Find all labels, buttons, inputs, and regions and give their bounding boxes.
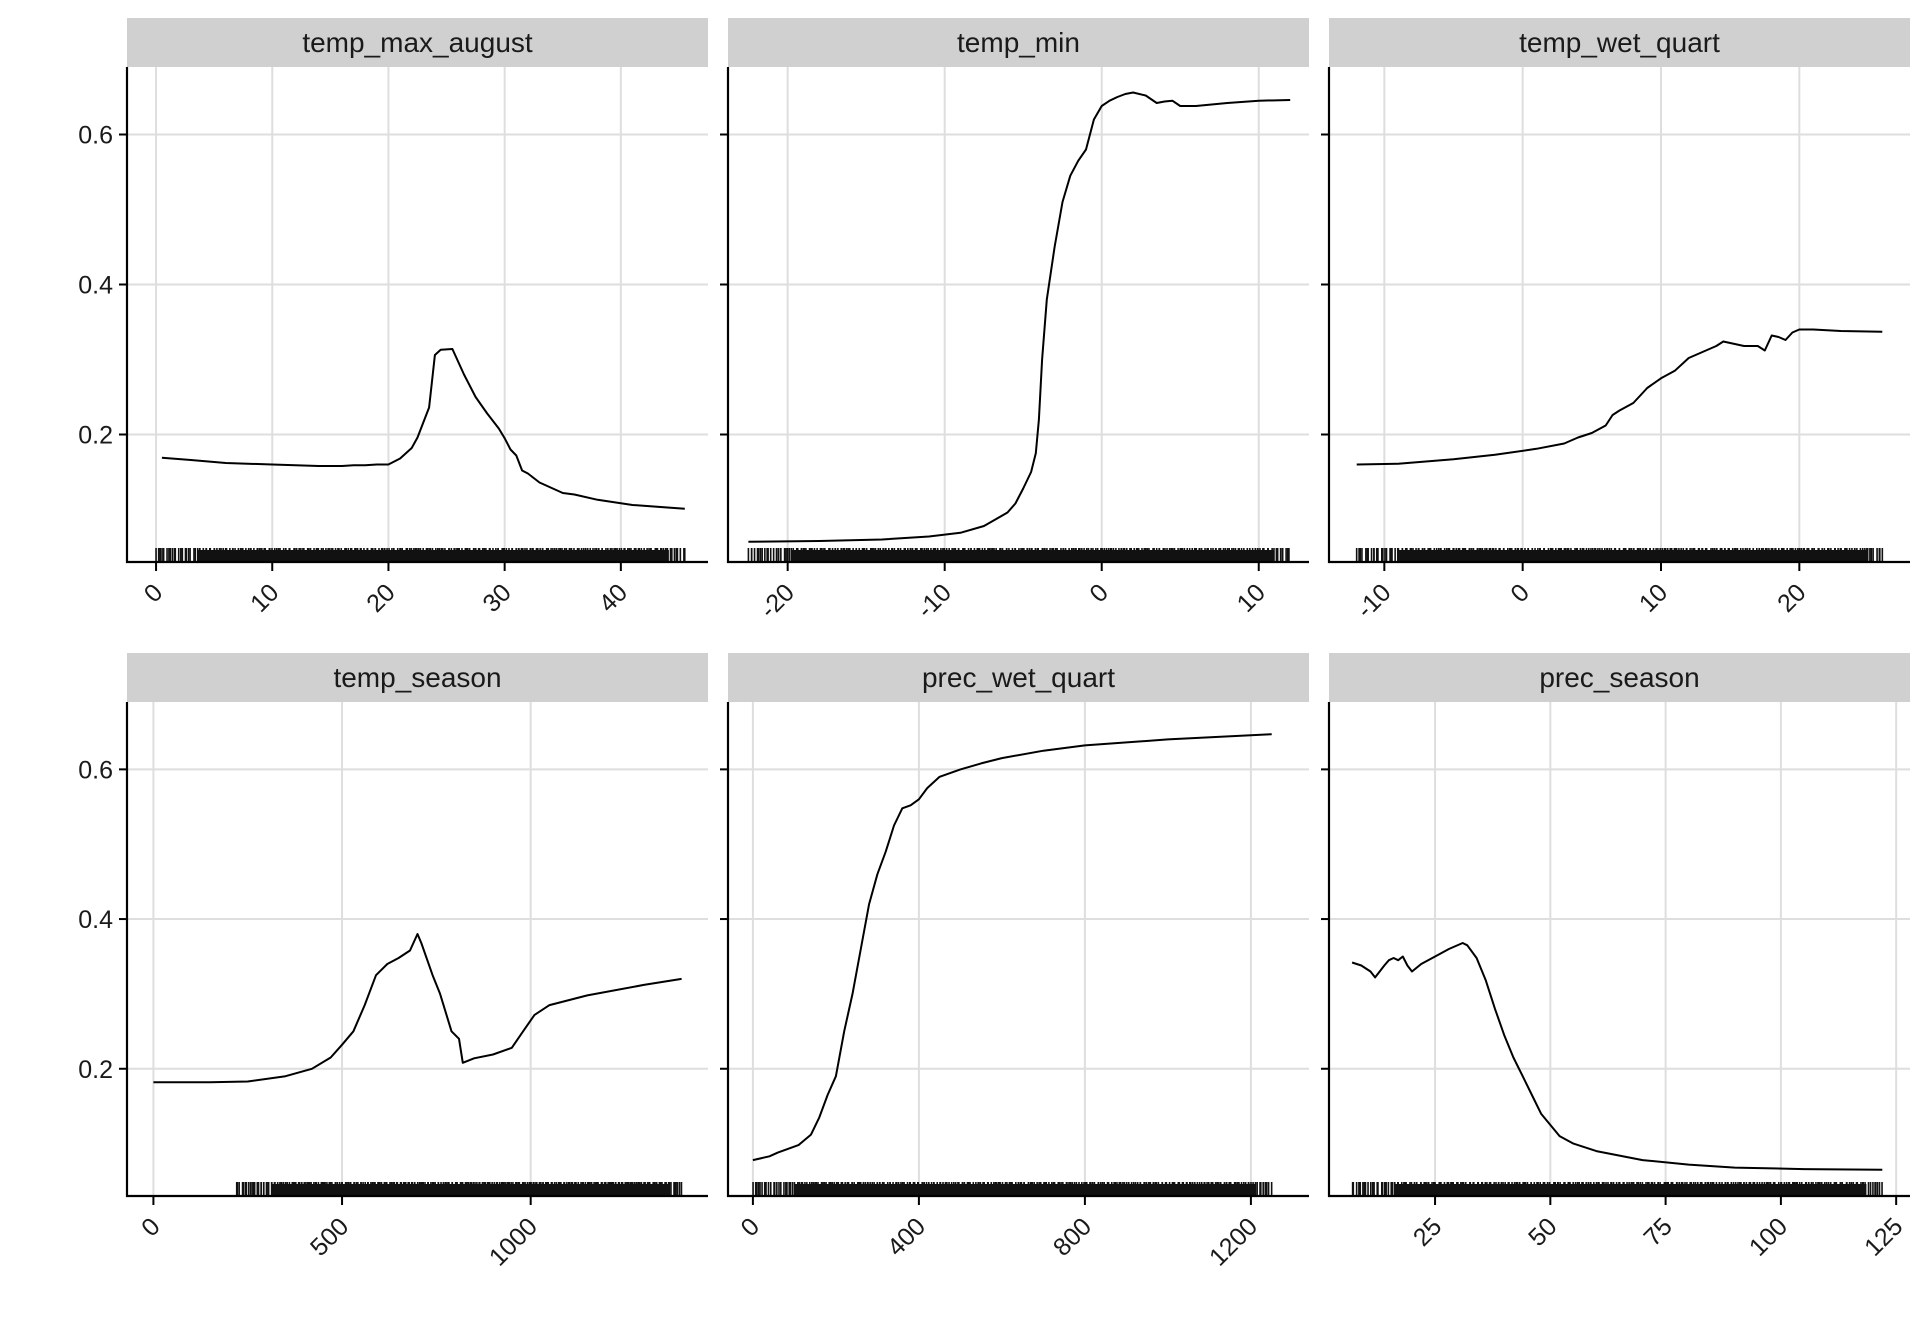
- panel-strip: [1329, 653, 1910, 702]
- series-line: [748, 91, 1291, 543]
- x-tick-label: 75: [1638, 1212, 1677, 1251]
- x-tick-label: -20: [755, 578, 800, 623]
- series-line: [752, 733, 1272, 1162]
- panel-strip: [728, 653, 1309, 702]
- x-tick-label: 20: [1772, 578, 1811, 617]
- x-tick-label: 0: [139, 578, 169, 608]
- panel-title: prec_season: [1539, 662, 1699, 693]
- series-line: [161, 348, 685, 510]
- rug-ticks: [155, 548, 686, 562]
- panel-strip: [728, 18, 1309, 67]
- x-tick-label: 0: [1084, 578, 1114, 608]
- rug-band: [794, 1184, 1257, 1196]
- y-tick-label: 0.2: [78, 1056, 113, 1084]
- panel-prec-wet-quart: prec_wet_quart 0 400 800 1200: [720, 653, 1309, 1272]
- x-tick-label: 10: [245, 578, 284, 617]
- y-tick-label: 0.4: [78, 272, 113, 300]
- series-line: [1356, 328, 1883, 466]
- x-tick-label: 400: [882, 1212, 931, 1261]
- x-tick-label: 0: [1505, 578, 1535, 608]
- panel-prec-season: prec_season 25 50 75 100 125: [1321, 653, 1910, 1262]
- panel-title: temp_max_august: [302, 27, 533, 58]
- y-tick-label: 0.6: [78, 122, 113, 150]
- y-tick-label: 0.2: [78, 422, 113, 450]
- x-tick-label: 10: [1634, 578, 1673, 617]
- y-tick-label: 0.6: [78, 756, 113, 784]
- rug-ticks: [747, 548, 1290, 562]
- x-tick-label: 0: [136, 1212, 166, 1242]
- rug-band: [198, 550, 669, 562]
- x-tick-label: 125: [1859, 1212, 1908, 1261]
- rug-band: [272, 1184, 669, 1196]
- x-tick-label: 50: [1523, 1212, 1562, 1251]
- panel-title: temp_season: [333, 662, 501, 693]
- rug-ticks: [1355, 548, 1884, 562]
- rug-ticks: [1351, 1182, 1883, 1196]
- panel-title: prec_wet_quart: [922, 662, 1115, 693]
- panel-strip: [1329, 18, 1910, 67]
- series-line: [1351, 942, 1883, 1171]
- x-tick-label: 0: [736, 1212, 766, 1242]
- x-tick-label: 10: [1232, 578, 1271, 617]
- x-tick-label: 1000: [484, 1212, 543, 1271]
- x-tick-label: 20: [361, 578, 400, 617]
- panel-strip: [127, 653, 708, 702]
- x-tick-label: 500: [305, 1212, 354, 1261]
- rug-ticks: [235, 1182, 683, 1196]
- x-tick-label: -10: [1351, 578, 1396, 623]
- series-line: [153, 933, 682, 1084]
- rug-ticks: [752, 1182, 1273, 1196]
- y-tick-label: 0.4: [78, 906, 113, 934]
- x-tick-label: 30: [477, 578, 516, 617]
- x-tick-label: 100: [1744, 1212, 1793, 1261]
- panel-temp-season: temp_season 0 500 1000 0.2 0.4 0.6: [78, 653, 708, 1272]
- rug-band: [1398, 550, 1867, 562]
- x-tick-label: 40: [594, 578, 633, 617]
- rug-band: [1394, 1184, 1867, 1196]
- panel-temp-min: temp_min -20 -10 0 10: [720, 18, 1309, 624]
- panel-title: temp_wet_quart: [1519, 27, 1720, 58]
- x-tick-label: -10: [912, 578, 957, 623]
- panel-temp-wet-quart: temp_wet_quart -10 0 10 20: [1321, 18, 1910, 624]
- x-tick-label: 800: [1048, 1212, 1097, 1261]
- panel-temp-max-august: temp_max_august 0 10 20 30 40 0.2 0.4 0.6: [78, 18, 708, 618]
- x-tick-label: 25: [1408, 1212, 1447, 1251]
- panel-title: temp_min: [957, 27, 1080, 58]
- x-tick-label: 1200: [1204, 1212, 1263, 1271]
- panel-strip: [127, 18, 708, 67]
- rug-band: [791, 550, 1274, 562]
